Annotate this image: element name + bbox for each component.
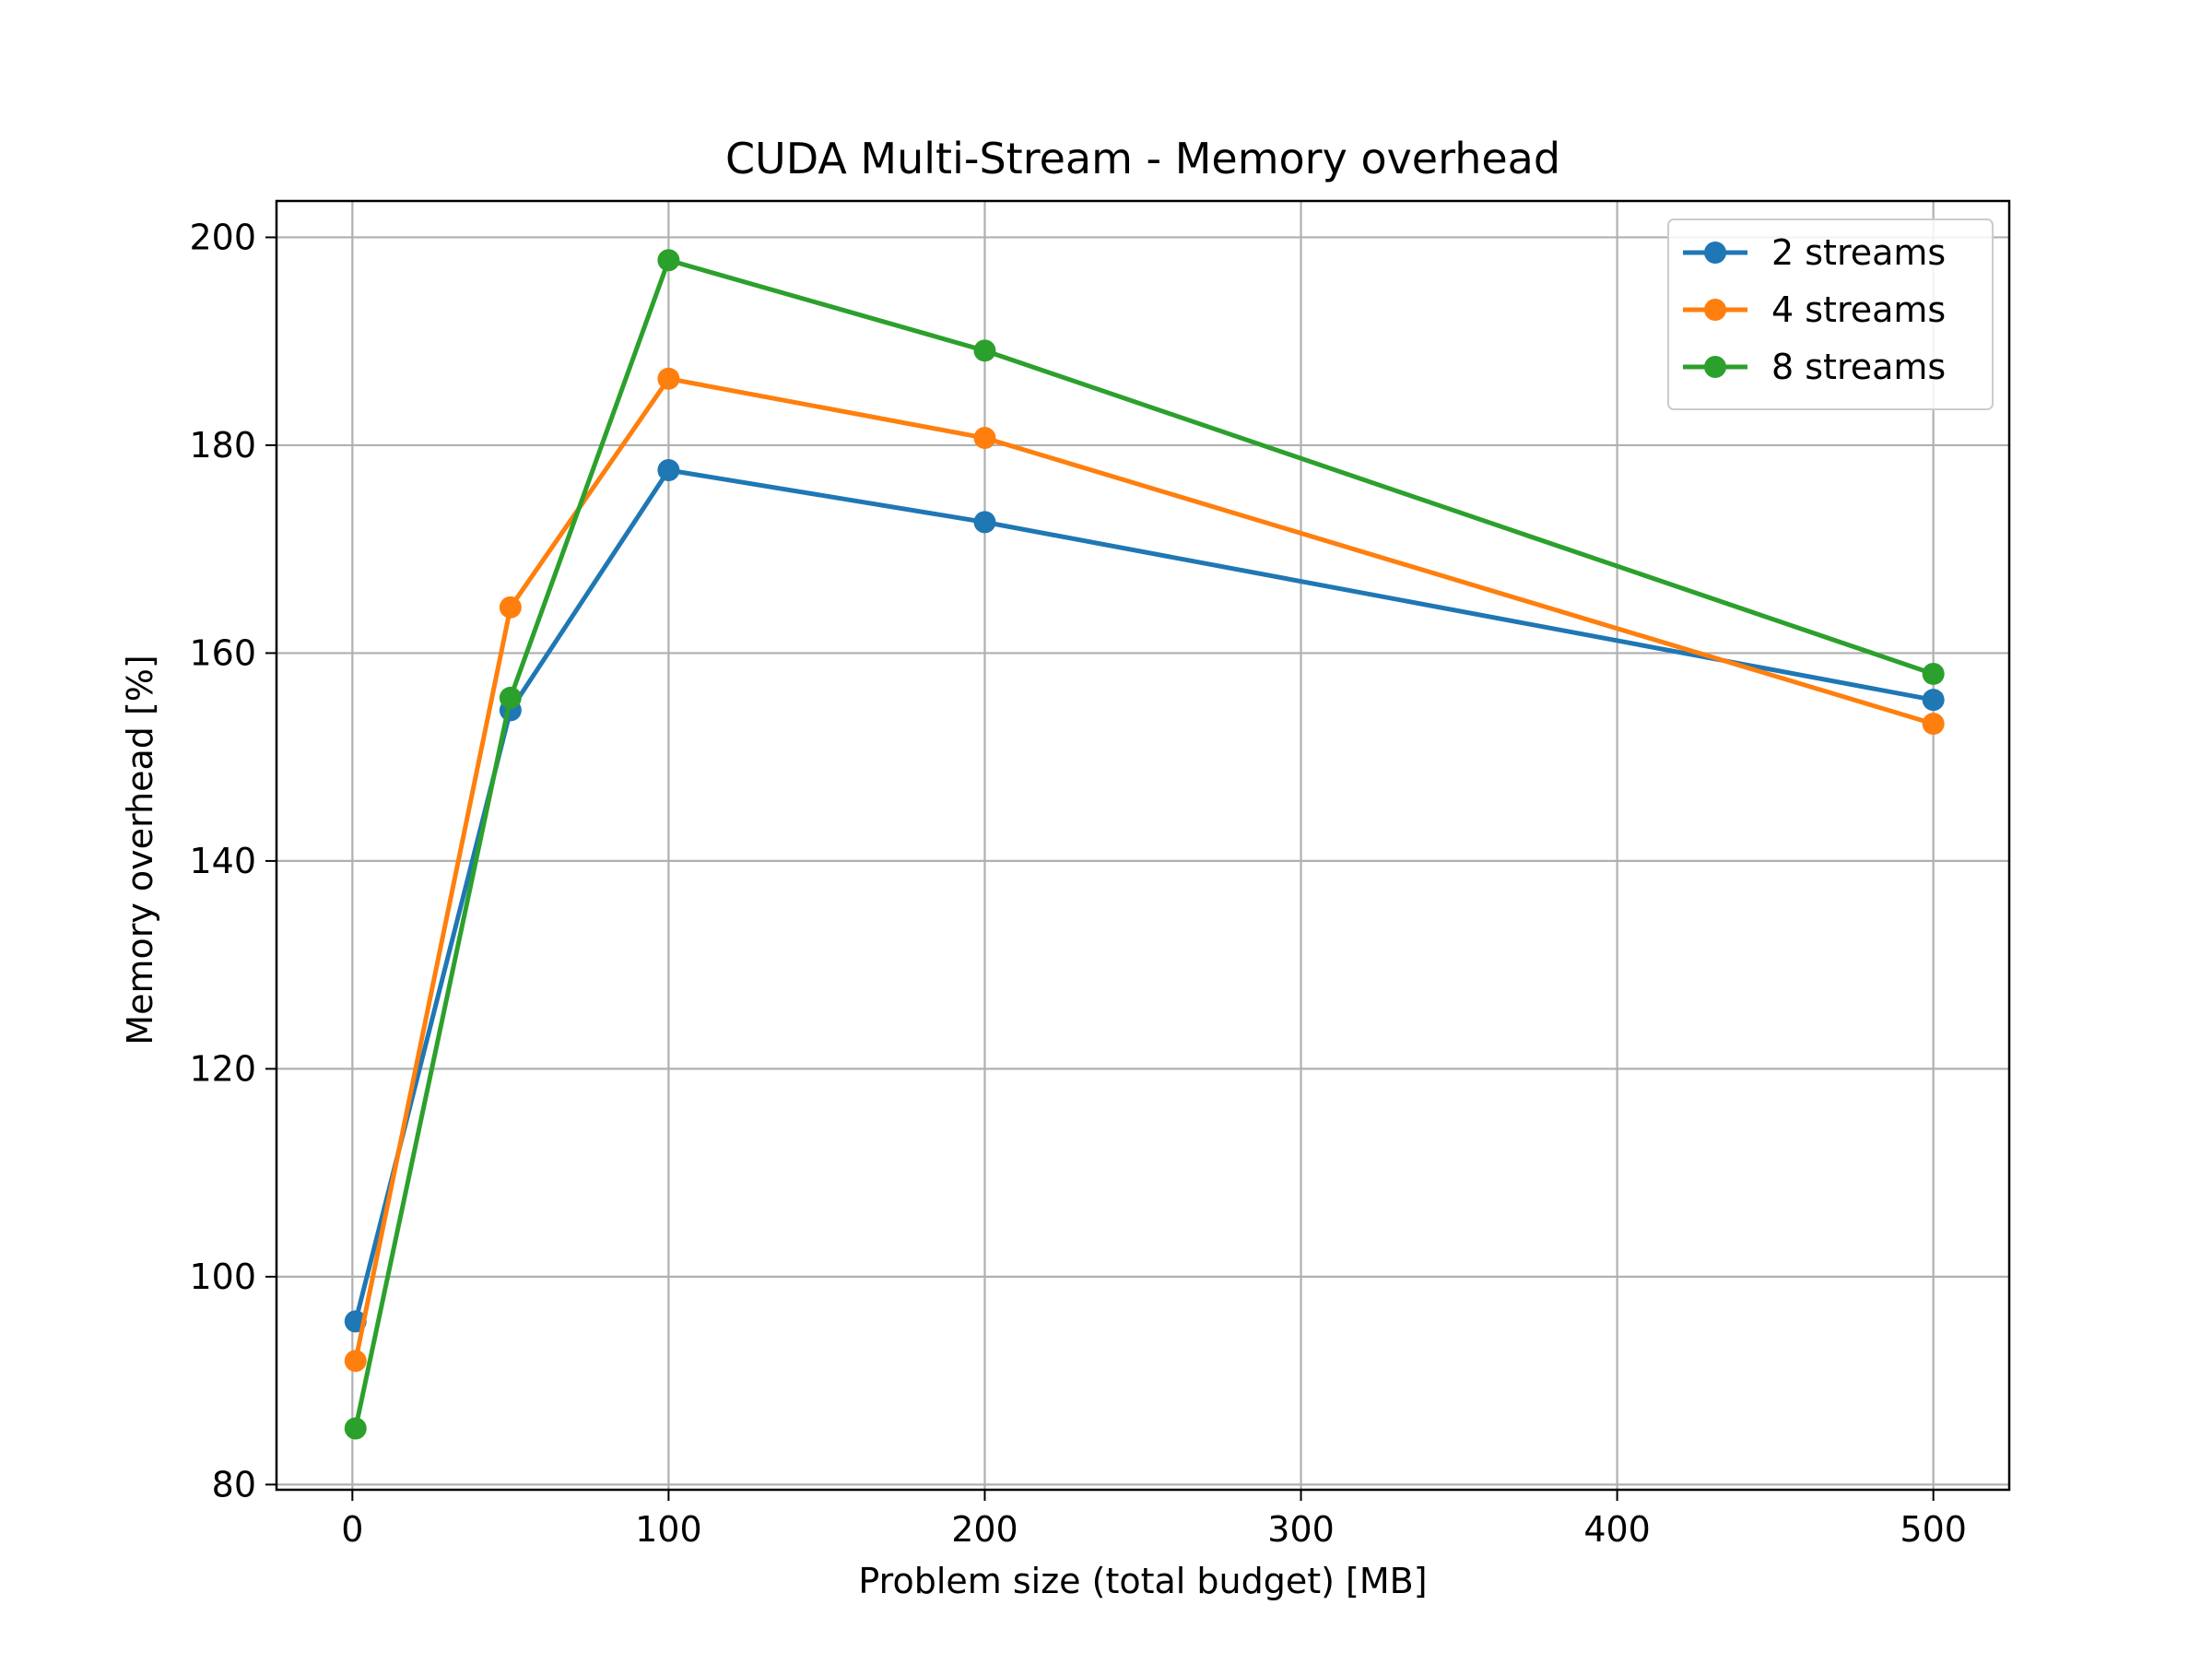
data-point	[499, 686, 522, 709]
legend-box	[1667, 218, 1994, 410]
x-tick-label: 0	[341, 1509, 363, 1550]
data-point	[973, 511, 996, 534]
grid	[276, 201, 2009, 1490]
y-tick-label: 80	[212, 1464, 256, 1505]
x-tick-label: 500	[1900, 1509, 1967, 1550]
legend-item: 2 streams	[1683, 232, 1946, 273]
legend-item: 4 streams	[1683, 289, 1946, 330]
data-point	[1922, 662, 1945, 685]
data-point	[657, 459, 680, 482]
y-axis-title: Memory overhead [%]	[120, 655, 160, 1044]
legend-marker	[1704, 242, 1726, 264]
y-tick-label: 140	[189, 841, 256, 881]
x-tick-label: 300	[1267, 1509, 1335, 1550]
data-point	[344, 1417, 367, 1440]
data-point	[1922, 713, 1945, 736]
y-tick-label: 180	[189, 425, 256, 466]
legend: 2 streams 4 streams 8 streams	[1667, 218, 1994, 410]
data-point	[499, 596, 522, 619]
chart-title: CUDA Multi-Stream - Memory overhead	[725, 134, 1560, 183]
x-tick-label: 100	[635, 1509, 702, 1550]
legend-label: 4 streams	[1771, 289, 1946, 330]
data-point	[973, 427, 996, 450]
y-tick-label: 200	[189, 217, 256, 257]
series-3	[344, 249, 1945, 1440]
data-point	[657, 249, 680, 272]
legend-marker	[1704, 356, 1726, 378]
legend-label: 8 streams	[1771, 347, 1946, 387]
ticks: 0 100 200 300 400 500 80 100 120 140 160 180 200	[189, 217, 1966, 1550]
x-tick-label: 400	[1583, 1509, 1651, 1550]
data-point	[1922, 689, 1945, 712]
y-tick-label: 100	[189, 1257, 256, 1297]
legend-marker	[1704, 299, 1726, 321]
y-tick-label: 120	[189, 1048, 256, 1089]
x-tick-label: 200	[951, 1509, 1018, 1550]
series-2	[344, 367, 1945, 1373]
data-point	[344, 1350, 367, 1373]
legend-label: 2 streams	[1771, 232, 1946, 273]
legend-item: 8 streams	[1683, 347, 1946, 387]
y-tick-label: 160	[189, 632, 256, 673]
plot-frame	[275, 199, 2011, 1492]
x-axis-title: Problem size (total budget) [MB]	[858, 1561, 1427, 1601]
data-point	[973, 339, 996, 362]
data-point	[657, 367, 680, 390]
series-layer	[344, 249, 1945, 1440]
series-1	[344, 459, 1945, 1333]
